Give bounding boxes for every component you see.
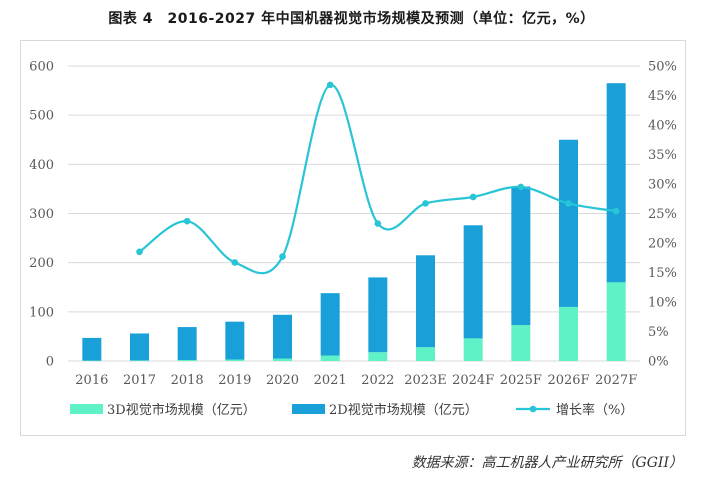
- y-left-tick-label: 300: [29, 207, 54, 222]
- legend-swatch-2d: [292, 404, 325, 414]
- growth-rate-point: [517, 183, 525, 191]
- bar-3d: [511, 325, 531, 361]
- legend-label-line: 增长率（%）: [556, 402, 633, 418]
- x-tick-label: 2022: [361, 373, 394, 388]
- y-right-tick-label: 20%: [648, 237, 677, 252]
- growth-rate-point: [279, 253, 286, 260]
- x-tick-label: 2023E: [404, 373, 447, 388]
- growth-rate-point: [374, 220, 382, 227]
- x-tick-label: 2027F: [595, 373, 637, 388]
- bar-3d: [273, 358, 292, 361]
- bar-3d: [130, 360, 149, 361]
- growth-rate-point: [326, 81, 334, 89]
- growth-rate-point: [183, 217, 191, 225]
- y-right-tick-label: 0%: [648, 355, 669, 370]
- growth-rate-point: [231, 259, 239, 266]
- y-left-tick-label: 500: [29, 109, 54, 124]
- x-tick-label: 2025F: [500, 373, 542, 388]
- y-left-tick-label: 200: [29, 256, 54, 271]
- bar-2d: [82, 337, 102, 361]
- bar-2d: [463, 225, 483, 339]
- bar-2d: [225, 321, 245, 360]
- bar-3d: [463, 338, 483, 361]
- bar-3d: [416, 347, 435, 361]
- y-right-tick-label: 50%: [648, 60, 677, 75]
- y-right-tick-label: 35%: [648, 148, 677, 163]
- bar-3d: [368, 352, 388, 361]
- bar-2d: [559, 139, 578, 307]
- x-tick-label: 2018: [171, 373, 204, 388]
- growth-rate-point: [469, 193, 477, 201]
- x-tick-label: 2019: [218, 373, 251, 388]
- bar-3d: [606, 282, 626, 361]
- bar-2d: [416, 255, 435, 348]
- y-left-tick-label: 0: [46, 355, 54, 370]
- bar-3d: [225, 359, 245, 361]
- growth-rate-point: [565, 200, 572, 207]
- y-right-tick-label: 15%: [648, 266, 677, 281]
- legend-label-3d: 3D视觉市场规模（亿元）: [107, 402, 256, 418]
- bar-2d: [177, 327, 197, 361]
- bar-2d: [606, 83, 626, 283]
- bar-2d: [511, 186, 531, 326]
- growth-rate-point: [612, 207, 620, 215]
- legend-swatch-line-marker: [529, 405, 537, 413]
- y-right-tick-label: 30%: [648, 178, 677, 193]
- y-right-tick-label: 10%: [648, 296, 677, 311]
- source-note: 数据来源：高工机器人产业研究所（GGII）: [411, 455, 683, 471]
- x-tick-label: 2024F: [452, 373, 494, 388]
- y-right-tick-label: 25%: [648, 207, 677, 222]
- y-left-tick-label: 600: [29, 60, 54, 75]
- x-tick-label: 2017: [123, 373, 156, 388]
- growth-rate-point: [136, 248, 143, 256]
- y-right-tick-label: 40%: [648, 119, 677, 134]
- legend-label-2d: 2D视觉市场规模（亿元）: [329, 402, 478, 418]
- chart-title: 图表 4 2016-2027 年中国机器视觉市场规模及预测（单位：亿元，%）: [108, 11, 595, 27]
- growth-rate-point: [422, 200, 429, 207]
- bar-3d: [559, 306, 578, 361]
- x-tick-label: 2026F: [547, 373, 589, 388]
- bar-2d: [273, 314, 292, 359]
- bar-2d: [130, 333, 149, 361]
- bar-2d: [320, 293, 340, 356]
- chart-frame: [20, 40, 686, 436]
- y-right-tick-label: 45%: [648, 89, 677, 104]
- x-tick-label: 2016: [75, 373, 108, 388]
- growth-rate-line: [138, 83, 617, 275]
- bar-2d: [368, 277, 388, 353]
- x-tick-label: 2021: [314, 373, 347, 388]
- legend-swatch-3d: [70, 404, 103, 414]
- x-tick-label: 2020: [266, 373, 299, 388]
- bar-3d: [177, 360, 197, 361]
- y-left-tick-label: 400: [29, 158, 54, 173]
- y-right-tick-label: 5%: [648, 325, 669, 340]
- y-left-tick-label: 100: [29, 305, 54, 320]
- bar-3d: [320, 355, 340, 361]
